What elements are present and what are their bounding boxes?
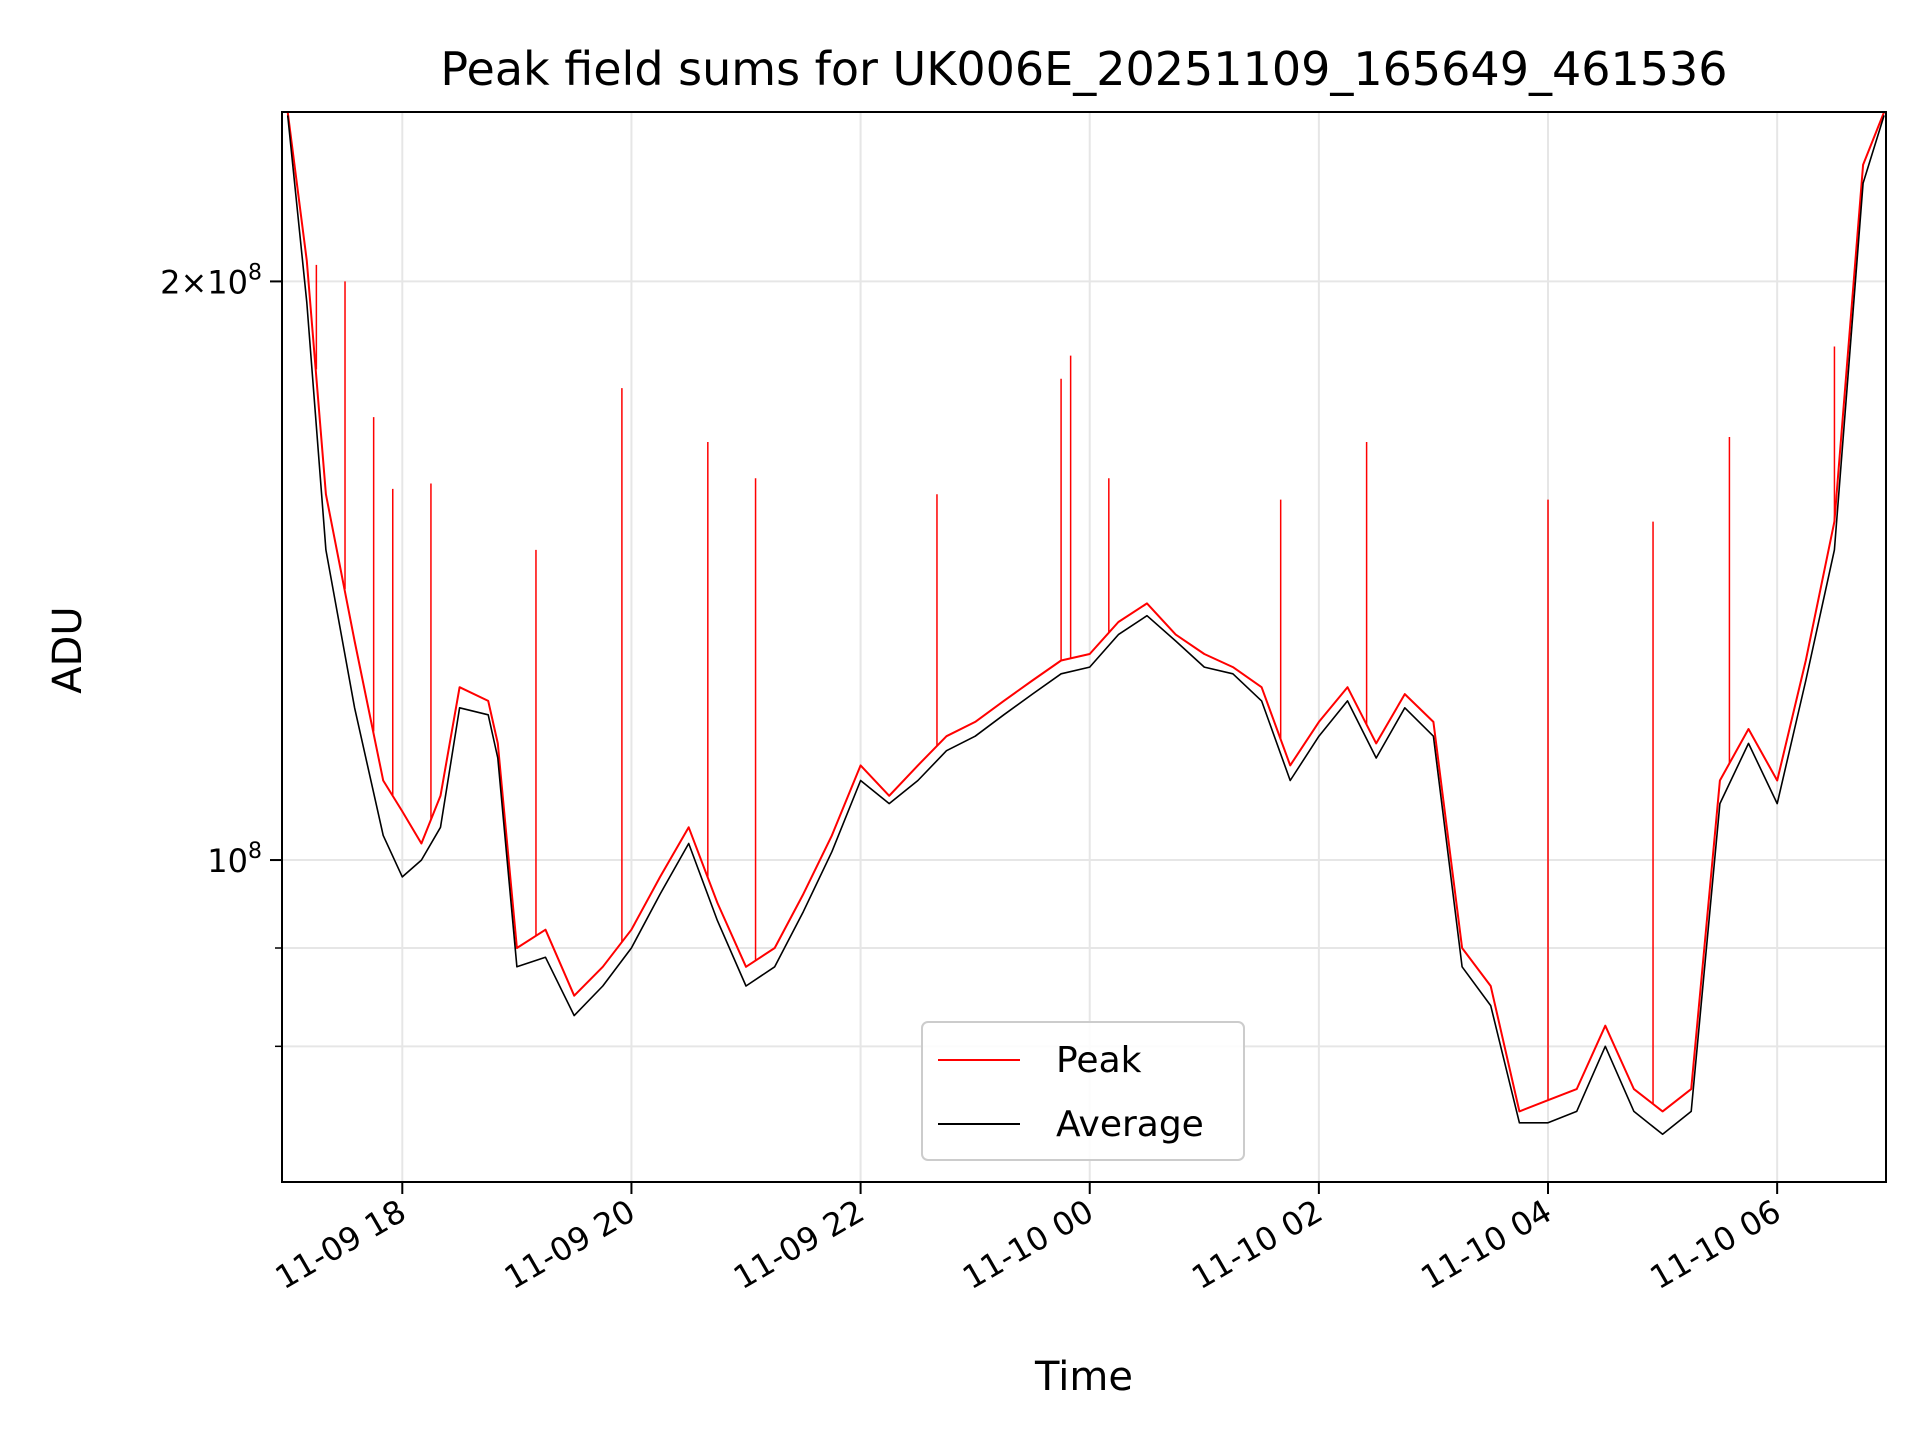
x-tick-label: 11-09 18 — [269, 1192, 413, 1297]
legend: Peak Average — [921, 1021, 1245, 1161]
y-axis-label: ADU — [45, 606, 91, 694]
x-axis-label: Time — [1035, 1354, 1133, 1400]
series-line-peak — [286, 112, 1886, 1113]
x-tick-label: 11-10 04 — [1414, 1192, 1558, 1297]
x-tick-label: 11-09 22 — [727, 1192, 871, 1297]
legend-label-peak: Peak — [1056, 1040, 1142, 1081]
x-tick-label: 11-09 20 — [498, 1192, 642, 1297]
x-tick-label: 11-10 00 — [956, 1192, 1100, 1297]
y-tick-label: 2×108 — [160, 260, 262, 301]
x-tick-label: 11-10 06 — [1644, 1192, 1788, 1297]
legend-box — [921, 1021, 1245, 1161]
series-layer — [286, 112, 1886, 1136]
legend-label-average: Average — [1056, 1104, 1204, 1145]
plot-area-frame — [281, 111, 1887, 1183]
chart-title: Peak field sums for UK006E_20251109_1656… — [440, 42, 1728, 96]
x-tick-label: 11-10 02 — [1185, 1192, 1329, 1297]
y-tick-label: 108 — [207, 839, 262, 880]
series-line-average — [286, 115, 1885, 1136]
